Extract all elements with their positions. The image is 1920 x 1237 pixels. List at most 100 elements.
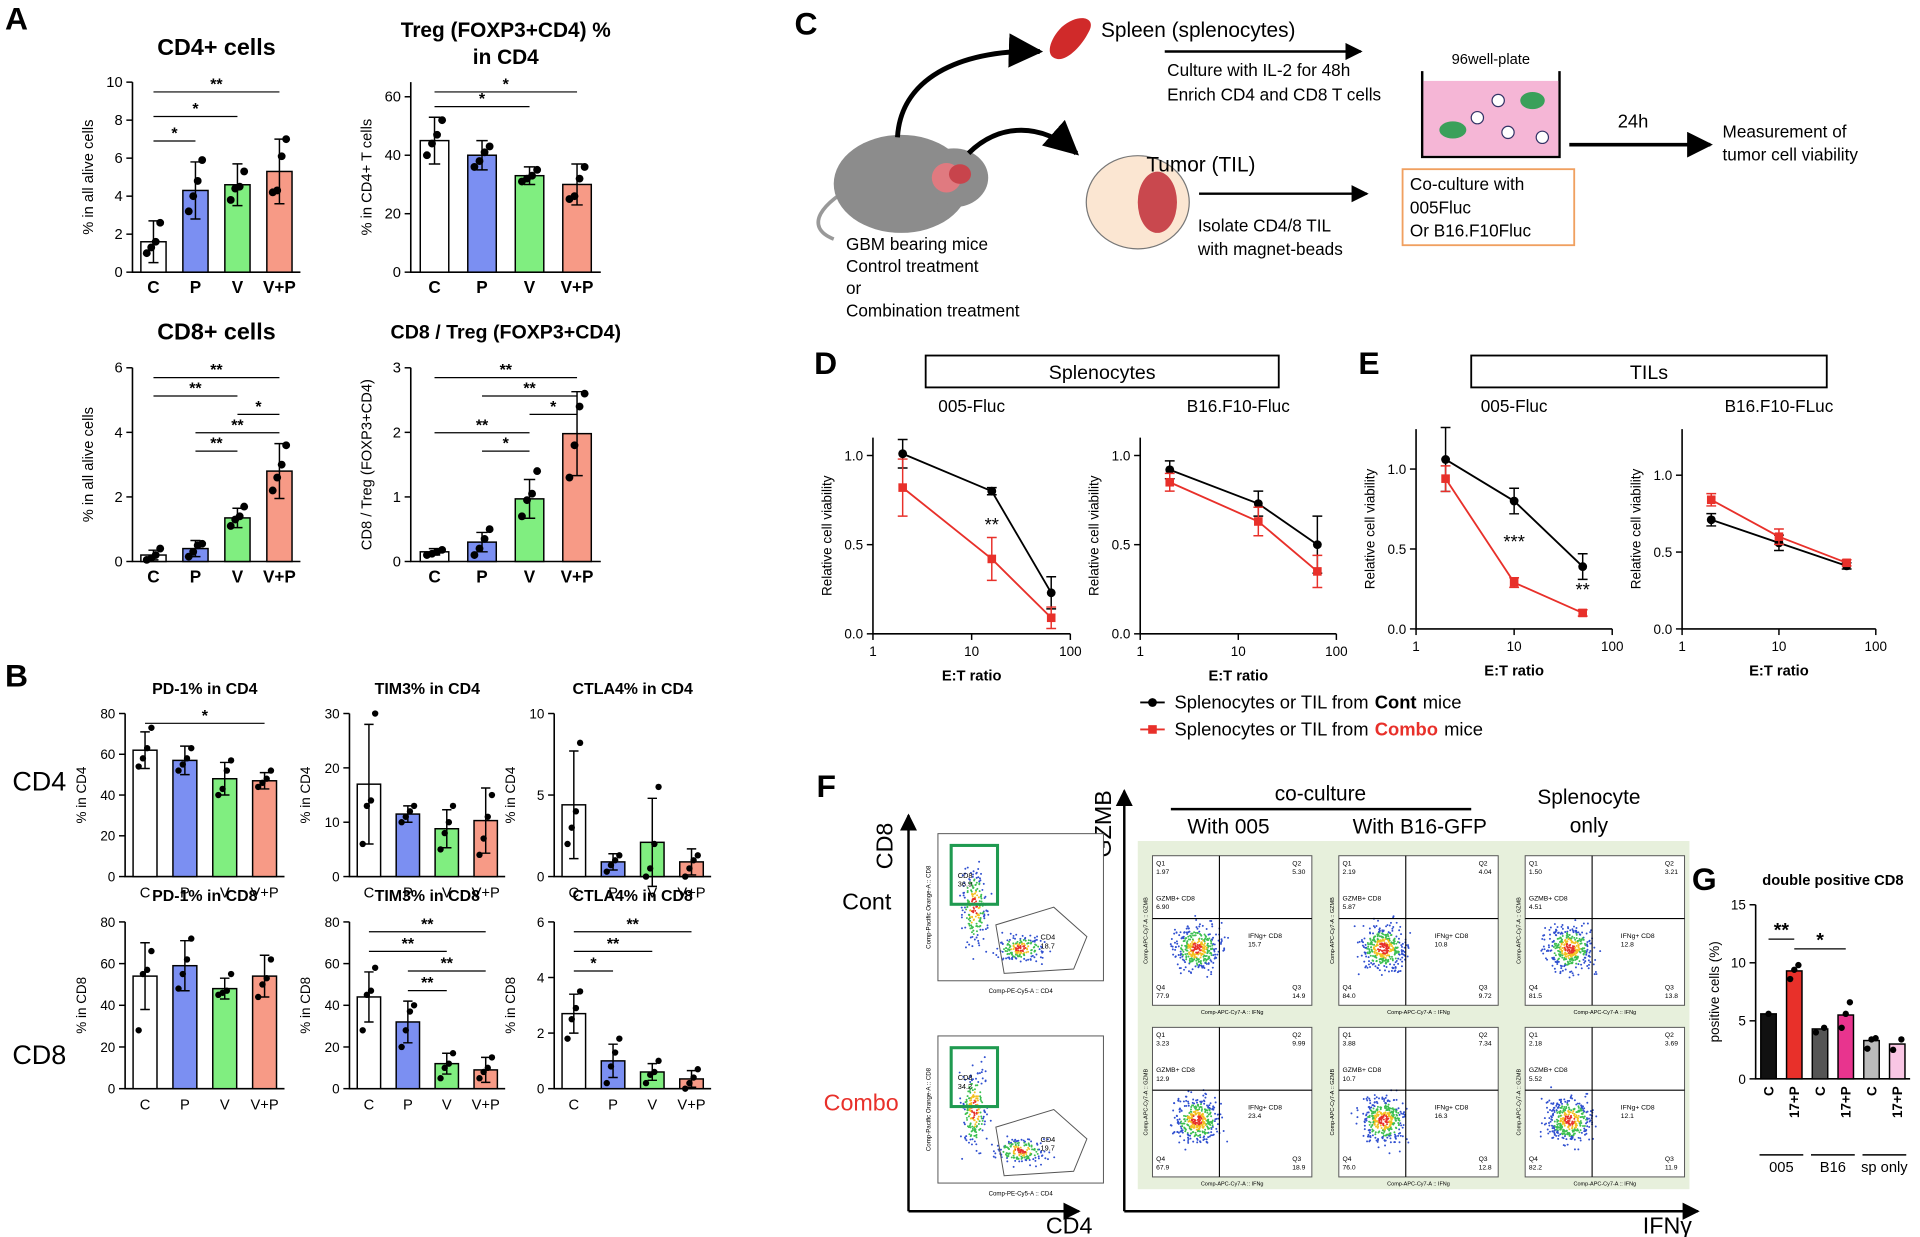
event-dot [1204,934,1207,937]
event-dot [1375,943,1378,946]
event-dot [1375,1125,1378,1128]
quadrant-text: IFNg+ CD8 [1248,1105,1282,1112]
event-dot [1020,1160,1023,1163]
event-dot [1577,946,1580,949]
event-dot [1193,953,1196,956]
event-dot [1190,1128,1193,1131]
event-dot [979,1127,982,1130]
data-point [1846,999,1854,1006]
event-dot [1584,951,1587,954]
event-dot [1019,1149,1022,1152]
event-dot [1194,931,1197,934]
event-dot [1193,1126,1196,1129]
event-dot [1384,1102,1387,1105]
event-dot [1397,1134,1400,1137]
event-dot [1372,962,1375,965]
bar [1785,970,1803,1080]
row-label: CD4 [12,767,66,797]
event-dot [1576,931,1579,934]
event-dot [1564,1108,1567,1111]
event-dot [966,1111,969,1114]
event-dot [1006,1160,1009,1163]
event-dot [1382,1132,1385,1135]
event-dot [1580,924,1583,927]
event-dot [1588,1125,1591,1128]
plot-frame [1338,855,1499,1006]
event-dot [1020,951,1023,954]
event-dot [1192,949,1195,952]
data-point [188,744,195,752]
event-dot [1574,1116,1577,1118]
event-dot [979,912,982,915]
event-dot [1211,1124,1214,1127]
event-dot [967,1097,970,1100]
event-dot [1205,1093,1208,1096]
y-tick-label: 0 [108,869,116,884]
event-dot [975,1121,978,1124]
event-dot [965,1116,968,1119]
event-dot [1021,942,1024,945]
event-dot [1010,1156,1013,1159]
event-dot [1397,1122,1400,1124]
event-dot [1580,947,1583,950]
event-dot [1559,940,1562,943]
event-dot [1552,946,1555,948]
event-dot [1029,942,1032,945]
legend-prefix: Splenocytes or TIL from [1175,692,1369,713]
event-dot [1384,938,1387,941]
event-dot [1395,1108,1398,1111]
bar [251,780,278,878]
label: Or B16.F10Fluc [1410,221,1532,241]
event-dot [1176,1121,1179,1124]
event-dot [1032,1158,1035,1161]
event-dot [1019,949,1022,952]
event-dot [1204,1124,1207,1127]
event-dot [1005,957,1008,960]
event-dot [1557,949,1560,952]
event-dot [1049,950,1052,953]
event-dot [1575,1114,1578,1117]
y-tick-label: 2 [537,1026,545,1041]
plot-axis-label: Comp-PE-Cy5-A :: CD4 [989,988,1054,995]
event-dot [1027,958,1030,961]
quadrant-text: 5.52 [1529,1076,1542,1083]
event-dot [1198,1120,1201,1123]
event-dot [1398,1113,1401,1116]
data-point [227,757,235,764]
event-dot [1210,971,1213,973]
event-dot [1568,1117,1570,1120]
event-dot [1356,955,1359,958]
event-dot [1389,1107,1392,1110]
event-dot [1379,1124,1382,1127]
event-dot [1549,1109,1552,1111]
event-dot [1199,1119,1202,1122]
event-dot [1569,960,1572,963]
event-dot [1371,950,1373,952]
event-dot [1215,933,1218,936]
event-dot [1373,926,1376,929]
event-dot [976,887,979,890]
event-dot [1026,1155,1029,1158]
event-dot [1200,1113,1203,1116]
y-tick-label: 0 [537,1082,545,1097]
event-dot [1014,1138,1017,1141]
data-point [398,1043,405,1051]
event-dot [973,1140,976,1143]
event-dot [1386,1109,1389,1112]
event-dot [1400,944,1403,947]
event-dot [1190,1118,1193,1121]
y-tick-label: 15 [1731,898,1746,913]
event-dot [1182,1100,1185,1103]
plot-axis-label: Comp-APC-Cy7-A :: IFNg [1387,1010,1450,1016]
event-dot [1568,1134,1571,1137]
event-dot [1210,940,1213,943]
event-dot [1178,1110,1181,1113]
event-dot [1199,944,1202,947]
event-dot [1192,1098,1195,1101]
event-dot [983,917,986,920]
data-point [470,162,479,171]
x-tick-label: 1 [1678,639,1686,654]
event-dot [1565,945,1568,948]
event-dot [1207,1136,1210,1139]
event-dot [1195,926,1198,929]
